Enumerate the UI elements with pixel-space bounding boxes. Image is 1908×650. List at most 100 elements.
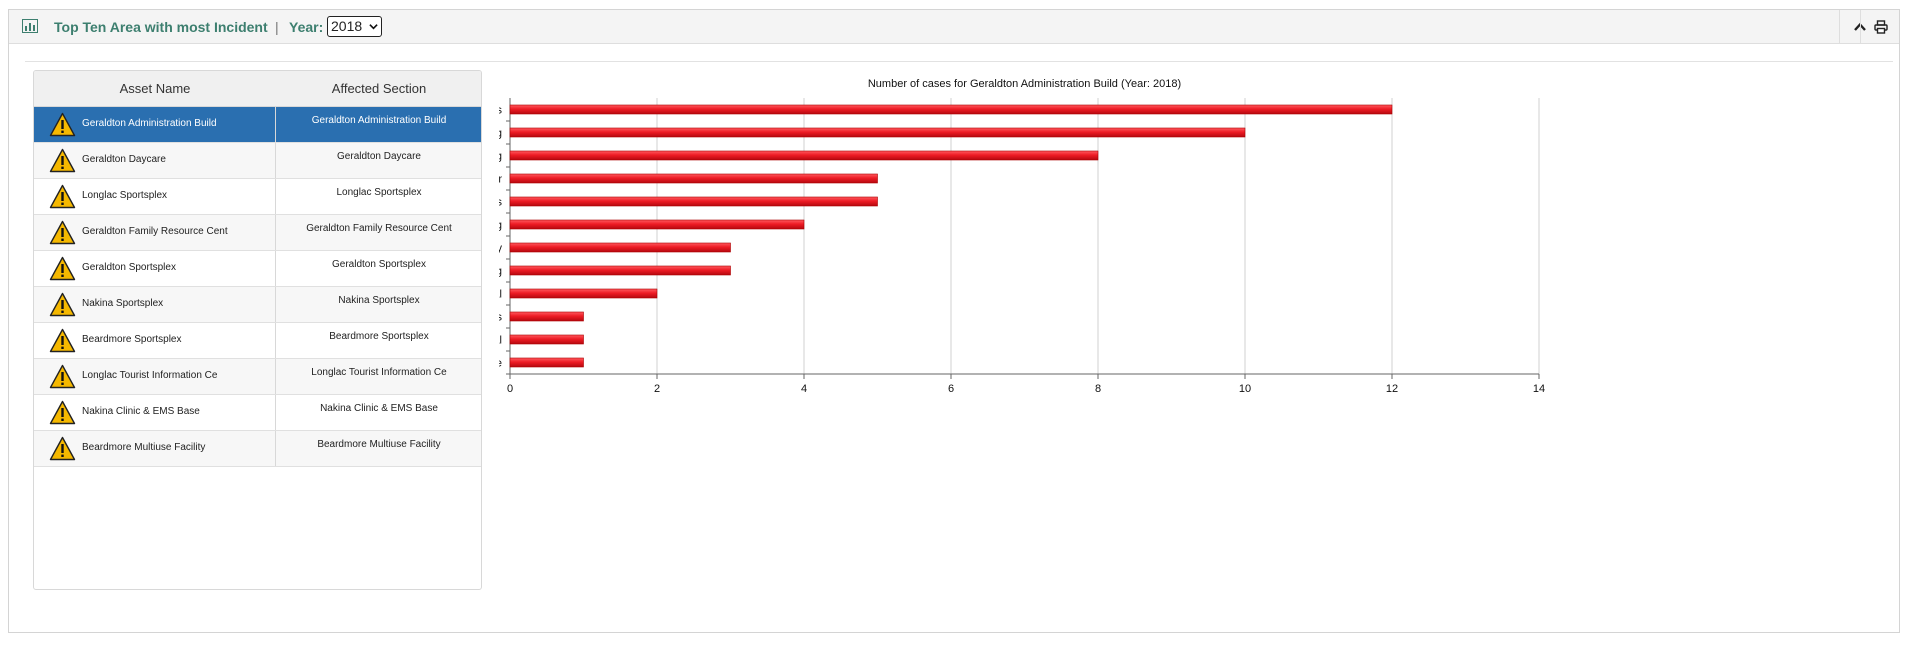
- x-tick-label: 10: [1239, 383, 1251, 395]
- bar-electrical[interactable]: [509, 288, 658, 299]
- table-header: Asset Name Affected Section: [34, 71, 481, 107]
- table-row[interactable]: Nakina Clinic & EMS Base Nakina Clinic & …: [34, 395, 481, 431]
- table-row[interactable]: Geraldton Sportsplex Geraldton Sportsplex: [34, 251, 481, 287]
- column-header-affected-section[interactable]: Affected Section: [331, 81, 427, 96]
- x-tick-label: 14: [1533, 383, 1545, 395]
- affected-section-cell: Nakina Sportsplex: [338, 295, 420, 306]
- chart-area: Number of cases for Geraldton Administra…: [499, 72, 1899, 492]
- asset-name-cell[interactable]: Geraldton Daycare: [34, 143, 276, 178]
- x-tick-label: 0: [507, 383, 513, 395]
- table-row[interactable]: Geraldton Administration Build Geraldton …: [34, 107, 481, 143]
- table-row[interactable]: Geraldton Family Resource Cent Geraldton …: [34, 215, 481, 251]
- warning-icon: [49, 256, 76, 281]
- bar-lighting[interactable]: [509, 265, 731, 276]
- affected-section-cell: Geraldton Sportsplex: [332, 259, 426, 270]
- asset-name-cell[interactable]: Geraldton Family Resource Cent: [34, 215, 276, 250]
- year-label: Year:: [289, 19, 324, 35]
- bar-appliances[interactable]: [509, 104, 1393, 115]
- year-select-value: 2018: [331, 18, 363, 34]
- bar-damage-water[interactable]: [509, 173, 878, 184]
- asset-name: Nakina Clinic & EMS Base: [82, 406, 200, 417]
- category-label: Safety: [499, 243, 502, 255]
- affected-section-cell: Geraldton Administration Build: [311, 115, 447, 126]
- affected-section-cell: Nakina Clinic & EMS Base: [320, 403, 438, 414]
- asset-name-cell[interactable]: Beardmore Multiuse Facility: [34, 431, 276, 466]
- chart-title: Number of cases for Geraldton Administra…: [868, 78, 1181, 90]
- asset-name: Beardmore Sportsplex: [82, 334, 182, 345]
- year-select[interactable]: 2018: [327, 16, 382, 37]
- chevron-down-icon: [369, 24, 378, 30]
- warning-icon: [49, 364, 76, 389]
- category-label: HVAC - Cooling: [499, 220, 502, 232]
- warning-icon: [49, 400, 76, 425]
- asset-name: Geraldton Family Resource Cent: [82, 226, 228, 237]
- bar-damage-animal[interactable]: [509, 334, 584, 345]
- x-tick-label: 8: [1095, 383, 1101, 395]
- print-button[interactable]: [1860, 10, 1900, 43]
- x-tick-label: 4: [801, 383, 807, 395]
- divider: [25, 61, 1893, 62]
- asset-name: Beardmore Multiuse Facility: [82, 442, 206, 453]
- category-label: Plumbing: [499, 128, 502, 140]
- asset-name: Longlac Tourist Information Ce: [82, 370, 218, 381]
- chevron-up-icon: [1853, 22, 1866, 31]
- bar-safety[interactable]: [509, 242, 731, 253]
- asset-name-cell[interactable]: Geraldton Sportsplex: [34, 251, 276, 286]
- bar-hvac-cooling[interactable]: [509, 219, 805, 230]
- bar-chart: Number of cases for Geraldton Administra…: [499, 78, 1545, 395]
- asset-name-cell[interactable]: Longlac Tourist Information Ce: [34, 359, 276, 394]
- category-label: Signage: [499, 358, 502, 370]
- collapse-button[interactable]: [1839, 10, 1879, 43]
- asset-name: Geraldton Administration Build: [82, 118, 217, 129]
- asset-table: Asset Name Affected Section Geraldton Ad…: [33, 70, 482, 590]
- asset-name-cell[interactable]: Nakina Clinic & EMS Base: [34, 395, 276, 430]
- asset-name-cell[interactable]: Nakina Sportsplex: [34, 287, 276, 322]
- category-label: Doors: [499, 197, 502, 209]
- print-icon: [1873, 19, 1888, 34]
- table-row[interactable]: Beardmore Multiuse Facility Beardmore Mul…: [34, 431, 481, 467]
- category-label: HVAC - Heating: [499, 151, 502, 163]
- affected-section-cell: Longlac Tourist Information Ce: [311, 367, 447, 378]
- table-row[interactable]: Nakina Sportsplex Nakina Sportsplex: [34, 287, 481, 323]
- asset-name-cell[interactable]: Geraldton Administration Build: [34, 107, 276, 142]
- table-row[interactable]: Beardmore Sportsplex Beardmore Sportsplex: [34, 323, 481, 359]
- warning-icon: [49, 184, 76, 209]
- panel-title: Top Ten Area with most Incident: [54, 19, 268, 35]
- incident-panel: Top Ten Area with most Incident | Year: …: [8, 9, 1900, 633]
- affected-section-cell: Geraldton Family Resource Cent: [306, 223, 452, 234]
- warning-icon: [49, 112, 76, 137]
- asset-name-cell[interactable]: Beardmore Sportsplex: [34, 323, 276, 358]
- asset-name: Geraldton Sportsplex: [82, 262, 176, 273]
- table-row[interactable]: Longlac Tourist Information Ce Longlac To…: [34, 359, 481, 395]
- category-label: Damage - Water: [499, 174, 502, 186]
- bar-signage[interactable]: [509, 357, 584, 368]
- asset-name: Nakina Sportsplex: [82, 298, 164, 309]
- table-row[interactable]: Geraldton Daycare Geraldton Daycare: [34, 143, 481, 179]
- affected-section-cell: Beardmore Sportsplex: [329, 331, 429, 342]
- category-label: Hot water systems: [499, 312, 502, 324]
- panel-header: Top Ten Area with most Incident | Year: …: [9, 10, 1899, 44]
- asset-name-cell[interactable]: Longlac Sportsplex: [34, 179, 276, 214]
- warning-icon: [49, 220, 76, 245]
- asset-name: Geraldton Daycare: [82, 154, 166, 165]
- x-tick-label: 12: [1386, 383, 1398, 395]
- warning-icon: [49, 328, 76, 353]
- warning-icon: [49, 436, 76, 461]
- table-row[interactable]: Longlac Sportsplex Longlac Sportsplex: [34, 179, 481, 215]
- x-tick-label: 6: [948, 383, 954, 395]
- asset-name: Longlac Sportsplex: [82, 190, 168, 201]
- x-tick-label: 2: [654, 383, 660, 395]
- bar-hot-water-systems[interactable]: [509, 311, 584, 322]
- title-separator: |: [275, 19, 279, 35]
- column-header-asset-name[interactable]: Asset Name: [119, 81, 191, 96]
- affected-section-cell: Geraldton Daycare: [337, 151, 421, 162]
- bar-hvac-heating[interactable]: [509, 150, 1099, 161]
- bar-doors[interactable]: [509, 196, 878, 207]
- affected-section-cell: Beardmore Multiuse Facility: [317, 439, 441, 450]
- category-label: Electrical: [499, 289, 502, 301]
- bar-chart-icon: [22, 19, 38, 33]
- category-label: Lighting: [499, 266, 502, 278]
- bar-plumbing[interactable]: [509, 127, 1246, 138]
- affected-section-cell: Longlac Sportsplex: [336, 187, 422, 198]
- category-label: Appliances: [499, 105, 502, 117]
